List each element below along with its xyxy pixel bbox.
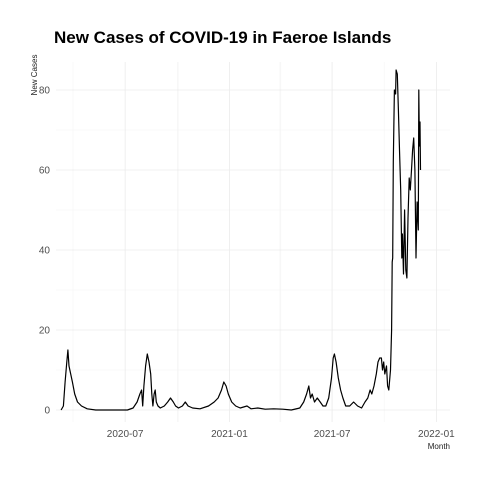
- y-tick-label: 80: [39, 86, 51, 97]
- x-tick-labels: 2020-07 2021-01 2021-07 2022-01: [107, 429, 455, 440]
- y-tick-labels: 0 20 40 60 80: [39, 86, 51, 417]
- x-tick-label: 2022-01: [418, 429, 455, 440]
- chart-title: New Cases of COVID-19 in Faeroe Islands: [54, 28, 391, 47]
- series-line: [61, 70, 420, 410]
- y-tick-label: 40: [39, 246, 51, 257]
- x-tick-label: 2020-07: [107, 429, 144, 440]
- y-tick-label: 20: [39, 326, 51, 337]
- x-axis-title: Month: [428, 442, 450, 451]
- x-tick-label: 2021-01: [211, 429, 248, 440]
- x-tick-label: 2021-07: [314, 429, 351, 440]
- series-group: [61, 70, 420, 410]
- y-axis-title: New Cases: [30, 55, 39, 96]
- y-tick-label: 0: [44, 406, 50, 417]
- y-tick-label: 60: [39, 166, 51, 177]
